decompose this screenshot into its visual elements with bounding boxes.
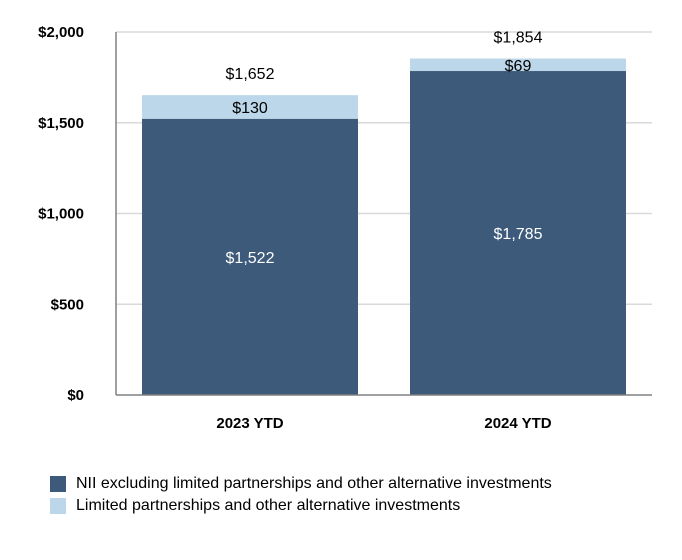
y-tick-label: $1,500 bbox=[38, 115, 84, 132]
legend-item-lp: Limited partnerships and other alternati… bbox=[50, 495, 552, 517]
total-label: $1,652 bbox=[226, 66, 275, 83]
legend-swatch-lp bbox=[50, 498, 66, 514]
y-tick-label: $2,000 bbox=[38, 24, 84, 41]
bar-segment bbox=[142, 118, 358, 395]
bar-segment bbox=[410, 58, 626, 72]
legend-label-lp: Limited partnerships and other alternati… bbox=[76, 497, 461, 514]
bar-segment bbox=[410, 71, 626, 396]
bar-segment bbox=[142, 95, 358, 119]
total-label: $1,854 bbox=[494, 29, 543, 46]
stacked-bar-chart: $0 $500 $1,000 $1,500 $2,000 $1,522 $130 $1,652… bbox=[38, 24, 652, 432]
y-tick-label: $1,000 bbox=[38, 206, 84, 223]
legend: NII excluding limited partnerships and o… bbox=[50, 473, 552, 517]
legend-label-nii: NII excluding limited partnerships and o… bbox=[76, 475, 552, 492]
legend-item-nii: NII excluding limited partnerships and o… bbox=[50, 473, 552, 495]
data-label: $1,785 bbox=[494, 226, 543, 243]
data-label: $130 bbox=[232, 100, 268, 117]
legend-swatch-nii bbox=[50, 476, 66, 492]
x-tick-label: 2023 YTD bbox=[216, 415, 283, 432]
data-label: $1,522 bbox=[226, 250, 275, 267]
data-label: $69 bbox=[505, 58, 532, 75]
x-tick-label: 2024 YTD bbox=[484, 415, 551, 432]
y-tick-label: $0 bbox=[67, 387, 84, 404]
y-tick-label: $500 bbox=[51, 296, 84, 313]
